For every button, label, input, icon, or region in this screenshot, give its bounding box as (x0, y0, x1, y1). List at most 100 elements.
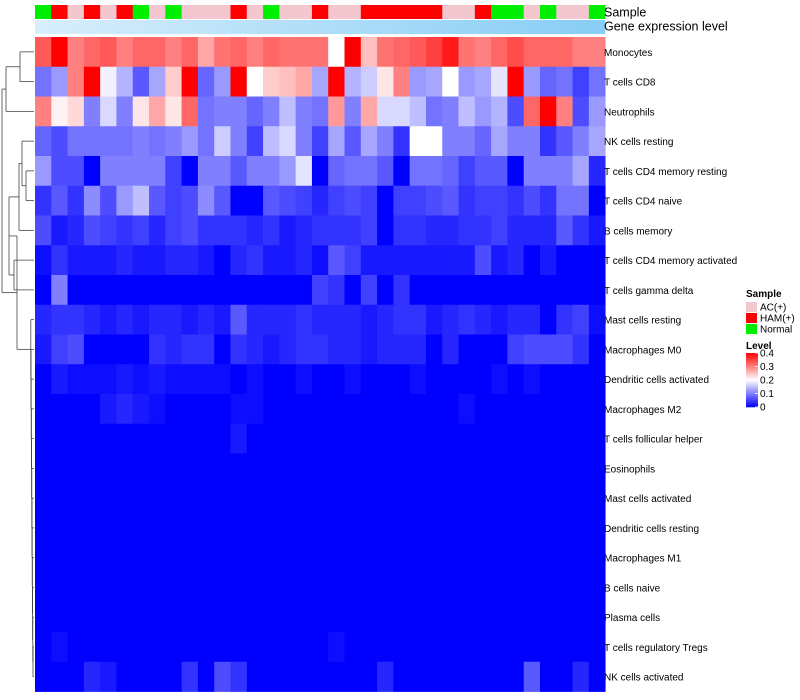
heatmap-cell (360, 96, 378, 127)
row-label: B cells memory (604, 226, 672, 237)
heatmap-cell (214, 66, 231, 97)
heatmap-cell (442, 37, 459, 68)
heatmap-cell (214, 334, 231, 365)
heatmap-cell (165, 215, 183, 246)
heatmap-cell (295, 334, 313, 365)
heatmap-cell (279, 156, 297, 187)
row-label: Neutrophils (604, 107, 655, 118)
heatmap-cell (311, 185, 329, 216)
heatmap-cell (588, 185, 606, 216)
heatmap-cell (458, 394, 476, 425)
heatmap-cell (458, 96, 476, 127)
heatmap-cell (344, 66, 362, 97)
heatmap-cell (393, 156, 411, 187)
heatmap-cell (491, 304, 508, 335)
heatmap-cell (442, 156, 459, 187)
legend-swatch (746, 313, 757, 323)
heatmap-cell (67, 156, 85, 187)
heatmap-cell (588, 156, 606, 187)
heatmap-cell (393, 275, 411, 306)
heatmap-cell (588, 215, 606, 246)
heatmap-cell (51, 304, 68, 335)
heatmap-cell (295, 364, 313, 395)
heatmap-cell (246, 334, 264, 365)
heatmap-cell (458, 513, 476, 544)
heatmap-cell (556, 66, 573, 97)
heatmap-cell (279, 542, 297, 573)
sample-annotation-cell (556, 5, 573, 19)
heatmap-cell (246, 661, 264, 692)
heatmap-cell (442, 661, 459, 692)
heatmap-cell (116, 37, 134, 68)
heatmap-cell (344, 215, 362, 246)
heatmap-cell (35, 156, 52, 187)
heatmap-cell (181, 334, 199, 365)
heatmap-cell (132, 156, 150, 187)
heatmap-cell (539, 483, 557, 514)
heatmap-cell (458, 661, 476, 692)
heatmap-cell (246, 453, 264, 484)
level-key-step (746, 381, 758, 384)
heatmap-cell (83, 632, 101, 663)
heatmap-cell (458, 304, 476, 335)
heatmap-cell (393, 185, 411, 216)
heatmap-cell (409, 572, 427, 603)
heatmap-cell (539, 513, 557, 544)
gene-expression-annotation-bar (35, 20, 606, 34)
gene-annotation-label: Gene expression level (604, 20, 728, 34)
heatmap-cell (588, 37, 606, 68)
heatmap-cell (35, 275, 52, 306)
heatmap-cell (393, 66, 411, 97)
heatmap-cell (279, 66, 297, 97)
heatmap-cell (181, 156, 199, 187)
legend-entry-label: Normal (760, 325, 792, 336)
heatmap-cell (539, 304, 557, 335)
level-key-step (746, 403, 758, 406)
heatmap-cell (458, 572, 476, 603)
heatmap-cell (491, 542, 508, 573)
heatmap-cell (377, 364, 394, 395)
heatmap-cell (214, 602, 231, 633)
heatmap-cell (311, 542, 329, 573)
heatmap-cell (83, 542, 101, 573)
heatmap-cell (572, 185, 590, 216)
heatmap-cell (311, 304, 329, 335)
heatmap-cell (409, 275, 427, 306)
heatmap-cell (425, 483, 443, 514)
heatmap-cell (572, 66, 590, 97)
heatmap-cell (149, 245, 166, 276)
heatmap-cell (35, 37, 52, 68)
heatmap-cell (263, 275, 280, 306)
heatmap-cell (149, 96, 166, 127)
heatmap-cell (344, 632, 362, 663)
heatmap-cell (409, 661, 427, 692)
heatmap-cell (507, 156, 525, 187)
heatmap-cell (572, 215, 590, 246)
heatmap-cell (279, 572, 297, 603)
heatmap-cell (393, 542, 411, 573)
heatmap-cell (214, 661, 231, 692)
heatmap-cell (523, 126, 541, 157)
heatmap-cell (35, 513, 52, 544)
heatmap-cell (197, 126, 215, 157)
heatmap-cell (279, 304, 297, 335)
heatmap-cell (311, 453, 329, 484)
heatmap-cell (442, 572, 459, 603)
heatmap-cell (311, 364, 329, 395)
heatmap-cell (507, 334, 525, 365)
heatmap-cell (393, 37, 411, 68)
heatmap-cell (51, 513, 68, 544)
heatmap-cell (539, 156, 557, 187)
heatmap-cell (263, 661, 280, 692)
heatmap-cell (116, 542, 134, 573)
heatmap-cell (588, 275, 606, 306)
heatmap-cell (83, 483, 101, 514)
heatmap-cell (100, 453, 117, 484)
heatmap-cell (523, 364, 541, 395)
heatmap-cell (409, 602, 427, 633)
heatmap-cell (523, 156, 541, 187)
heatmap-cell (539, 334, 557, 365)
row-label: Macrophages M2 (604, 405, 682, 416)
heatmap-cell (230, 572, 248, 603)
heatmap-cell (523, 394, 541, 425)
